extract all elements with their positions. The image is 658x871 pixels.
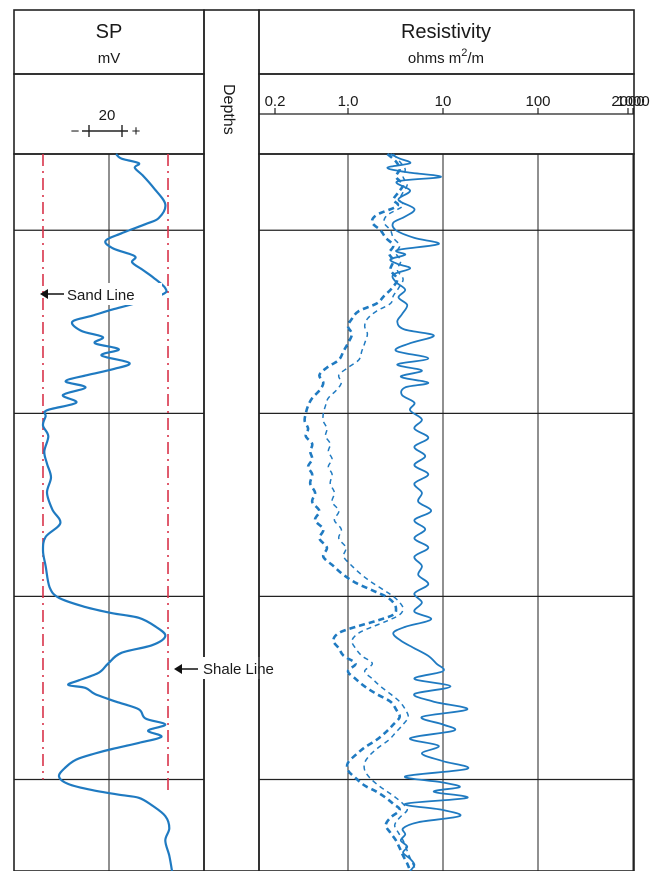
res-tick-label: 2000: [611, 93, 644, 110]
res-tick-label: 10: [435, 93, 452, 110]
shale-line-annotation: Shale Line: [174, 657, 302, 679]
depths-column: Depths: [203, 9, 260, 871]
sp-unit: mV: [98, 50, 121, 67]
sp-scale-value: 20: [99, 107, 116, 124]
sp-title: SP: [96, 21, 123, 43]
sp-track-header: SP mV: [13, 9, 205, 75]
deep-resistivity-curve: [386, 153, 470, 871]
res-tick-label: 0.2: [265, 93, 286, 110]
shallow-resistivity-curve: [322, 153, 417, 871]
sand-line-annotation: Sand Line: [40, 283, 162, 305]
res-tick-label: 1000: [616, 93, 649, 110]
sp-track: Sand Line: [13, 153, 205, 871]
res-tick-label: 100: [525, 93, 550, 110]
sp-scale-box: 20 − +: [13, 73, 205, 155]
resistivity-track-header: Resistivity ohms m2/m: [258, 9, 635, 75]
resistivity-unit: ohms m2/m: [408, 47, 484, 67]
medium-resistivity-curve: [303, 153, 412, 871]
sp-curve: [41, 153, 174, 871]
sp-scale-minus: −: [71, 123, 80, 140]
res-tick-label: 1.0: [338, 93, 359, 110]
shale-line-label: Shale Line: [203, 661, 274, 678]
depths-label: Depths: [220, 84, 237, 135]
resistivity-title: Resistivity: [401, 21, 491, 43]
resistivity-track: [258, 153, 635, 871]
sp-scale-plus: +: [132, 123, 141, 140]
sand-line-label: Sand Line: [67, 287, 135, 304]
